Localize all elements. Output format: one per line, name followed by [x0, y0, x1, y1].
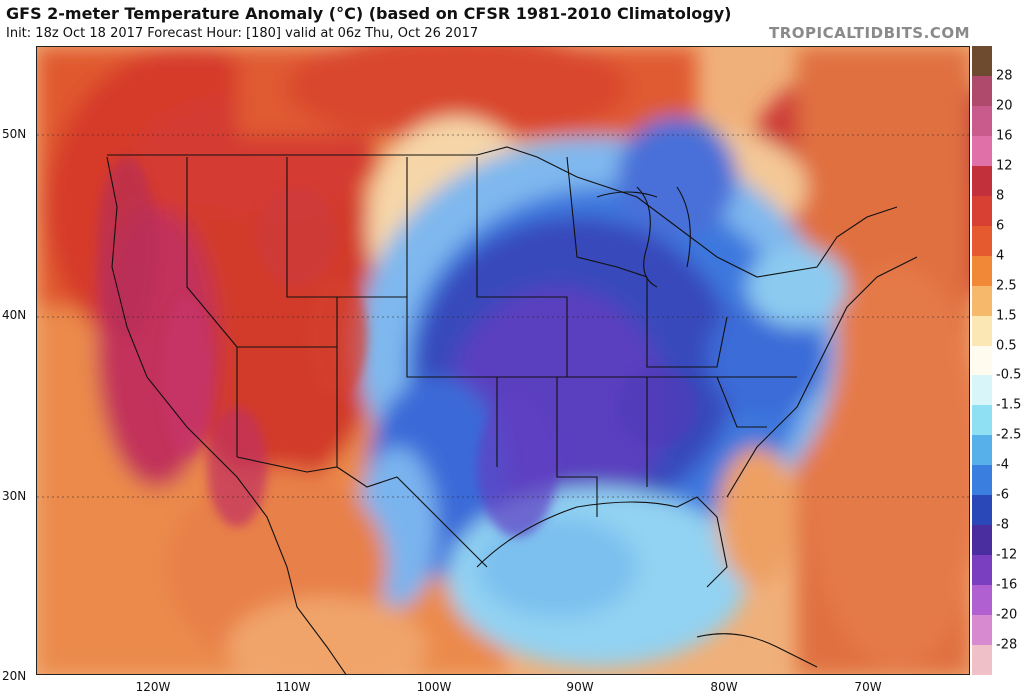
colorbar-swatch [972, 315, 992, 346]
colorbar-label: -20 [996, 607, 1018, 623]
colorbar-swatch [972, 345, 992, 376]
colorbar-label: 0.5 [996, 338, 1017, 354]
colorbar-swatch [972, 195, 992, 227]
boundaries [106, 146, 918, 674]
colorbar-swatch [972, 645, 992, 676]
colorbar-swatch [972, 495, 992, 526]
colorbar-swatch [972, 435, 992, 466]
colorbar-label: 1.5 [996, 308, 1017, 324]
lon-label-70w: 70W [854, 680, 882, 694]
colorbar-swatch [972, 585, 992, 616]
lat-label-40n: 40N [2, 308, 27, 322]
colorbar-label: -0.5 [996, 367, 1022, 383]
lon-label-100w: 100W [416, 680, 452, 694]
colorbar-label: -8 [996, 517, 1009, 533]
colorbar-label: 12 [996, 158, 1013, 174]
lon-label-120w: 120W [135, 680, 171, 694]
map-subtitle: Init: 18z Oct 18 2017 Forecast Hour: [18… [6, 26, 479, 41]
colorbar-label: 16 [996, 128, 1013, 144]
lon-label-80w: 80W [710, 680, 738, 694]
colorbar-label: 8 [996, 188, 1005, 204]
colorbar-label: -4 [996, 457, 1009, 473]
colorbar-swatch [972, 375, 992, 406]
colorbar-label: -2.5 [996, 427, 1022, 443]
colorbar-swatch [972, 135, 992, 167]
colorbar-label: -6 [996, 487, 1009, 503]
colorbar-label: 28 [996, 68, 1013, 84]
colorbar-label: -16 [996, 577, 1018, 593]
lon-label-90w: 90W [566, 680, 594, 694]
colorbar-swatch [972, 525, 992, 556]
colorbar-swatch [972, 285, 992, 317]
colorbar-swatch [972, 46, 992, 77]
colorbar-swatch [972, 615, 992, 646]
colorbar-swatch [972, 165, 992, 197]
colorbar-label: 2.5 [996, 278, 1017, 294]
colorbar-label: -1.5 [996, 397, 1022, 413]
map-title: GFS 2-meter Temperature Anomaly (°C) (ba… [6, 4, 732, 23]
colorbar-legend: 28 20 16 12 8 6 4 2.5 1.5 0.5 -0.5 -1.5 -2.5 -4 -6 -8 -1… [972, 46, 1022, 676]
colorbar-swatch [972, 105, 992, 137]
lat-label-20n: 20N [2, 669, 27, 683]
brand-watermark: TROPICALTIDBITS.COM [769, 24, 970, 42]
colorbar-swatch [972, 225, 992, 257]
colorbar-label: -12 [996, 547, 1018, 563]
map-canvas [37, 47, 969, 674]
colorbar-label: 4 [996, 248, 1005, 264]
lat-label-50n: 50N [2, 127, 27, 141]
lon-label-110w: 110W [275, 680, 311, 694]
colorbar-swatch [972, 255, 992, 287]
colorbar-swatch [972, 555, 992, 586]
colorbar-swatch [972, 405, 992, 436]
colorbar-label: 20 [996, 98, 1013, 114]
colorbar-label: 6 [996, 218, 1005, 234]
lat-label-30n: 30N [2, 489, 27, 503]
colorbar-swatch [972, 465, 992, 496]
graticule [37, 134, 969, 498]
temperature-anomaly-map [36, 46, 970, 675]
colorbar-swatch [972, 75, 992, 107]
colorbar-label: -28 [996, 637, 1018, 653]
